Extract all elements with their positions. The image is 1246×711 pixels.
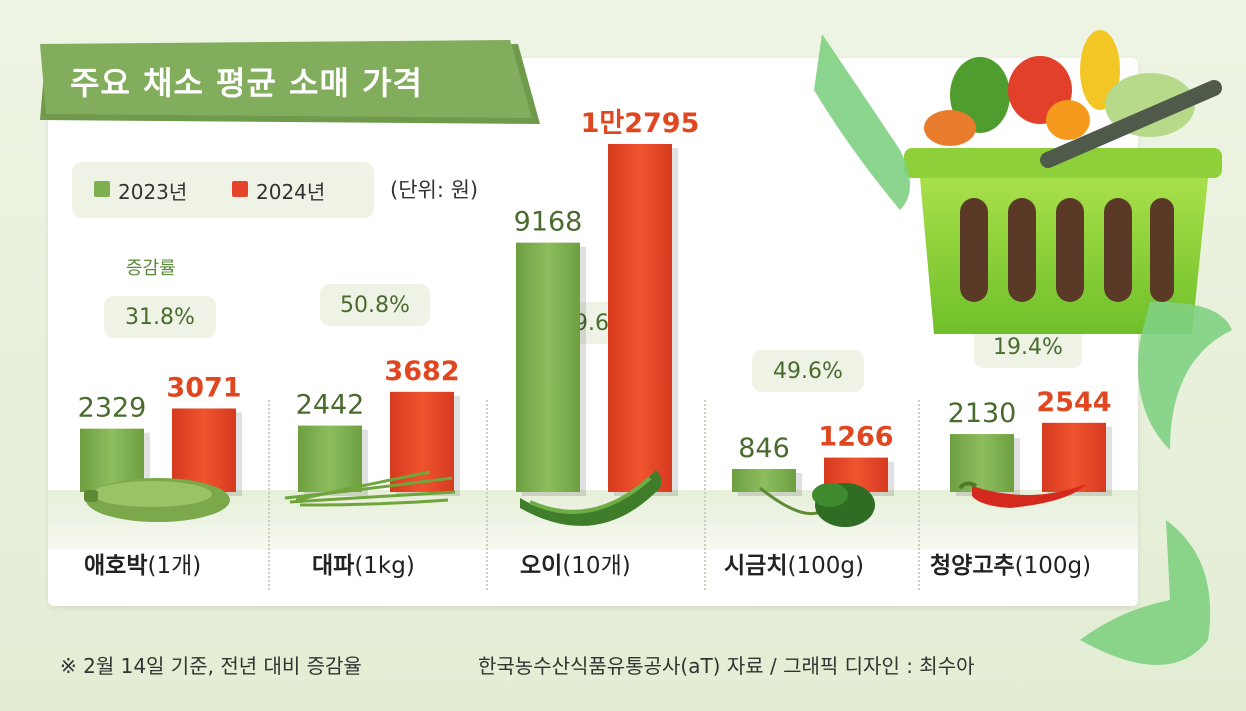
spinach-icon — [759, 483, 875, 527]
divider — [704, 400, 706, 590]
unit-label: (단위: 원) — [390, 178, 479, 202]
category-label: 오이(10개) — [520, 546, 631, 580]
category-label: 애호박(1개) — [84, 546, 201, 580]
bar-2024 — [1042, 422, 1106, 492]
green-onion-icon — [284, 470, 456, 507]
bar-2023 — [516, 242, 580, 492]
source-credit: 한국농수산식품유통공사(aT) 자료 / 그래픽 디자인 : 최수아 — [478, 654, 975, 678]
category-unit: (100g) — [787, 553, 864, 579]
category-unit: (1개) — [147, 553, 202, 579]
legend — [72, 162, 374, 218]
category-label: 시금치(100g) — [724, 546, 864, 580]
bar-2024 — [390, 391, 454, 492]
value-label-2023: 9168 — [514, 207, 583, 238]
bar-2024 — [608, 143, 672, 492]
change-rate-label: 증감률 — [126, 258, 176, 279]
legend-label-2023: 2023년 — [118, 180, 188, 204]
value-label-2024: 3071 — [166, 372, 241, 403]
category-name: 대파 — [312, 553, 355, 579]
value-label-2024: 2544 — [1036, 387, 1111, 418]
value-label-2023: 2329 — [78, 393, 147, 424]
page-title: 주요 채소 평균 소매 가격 — [70, 64, 423, 102]
value-label-2024: 3682 — [384, 356, 459, 387]
category-name: 시금치 — [724, 553, 788, 579]
category-label: 대파(1kg) — [312, 546, 415, 580]
legend-label-2024: 2024년 — [256, 180, 326, 204]
category-unit: (1kg) — [354, 553, 415, 579]
category-name: 애호박 — [84, 553, 148, 579]
change-pill: 31.8% — [104, 296, 216, 338]
banknote-icon — [814, 34, 910, 210]
divider — [486, 400, 488, 590]
bar-2023 — [298, 425, 362, 492]
change-pill: 50.8% — [320, 284, 430, 326]
bar-2024 — [172, 408, 236, 492]
banknote-icon — [1138, 301, 1232, 450]
divider — [268, 400, 270, 590]
value-label-2024: 1만2795 — [581, 108, 700, 139]
divider — [918, 400, 920, 590]
cucumber-icon — [520, 470, 662, 526]
value-label-2023: 2130 — [948, 398, 1017, 429]
title-banner — [40, 40, 540, 124]
category-name: 청양고추 — [930, 553, 1015, 579]
category-unit: (100g) — [1014, 553, 1092, 579]
zucchini-icon — [84, 478, 230, 522]
chili-pepper-icon — [958, 481, 1086, 508]
legend-swatch-2024 — [232, 181, 248, 197]
category-unit: (10개) — [562, 553, 631, 579]
category-name: 오이 — [520, 553, 563, 579]
bar-2023 — [950, 434, 1014, 492]
banknote-icon — [1080, 520, 1211, 665]
change-pill: 49.6% — [752, 350, 864, 392]
value-label-2023: 2442 — [296, 390, 365, 421]
legend-swatch-2023 — [94, 181, 110, 197]
value-label-2023: 846 — [738, 433, 790, 464]
value-label-2024: 1266 — [818, 422, 893, 453]
bar-2023 — [732, 468, 796, 492]
category-label: 청양고추(100g) — [930, 546, 1091, 580]
footnote: ※ 2월 14일 기준, 전년 대비 증감율 — [60, 654, 362, 678]
vegetable-basket-icon — [904, 30, 1222, 334]
